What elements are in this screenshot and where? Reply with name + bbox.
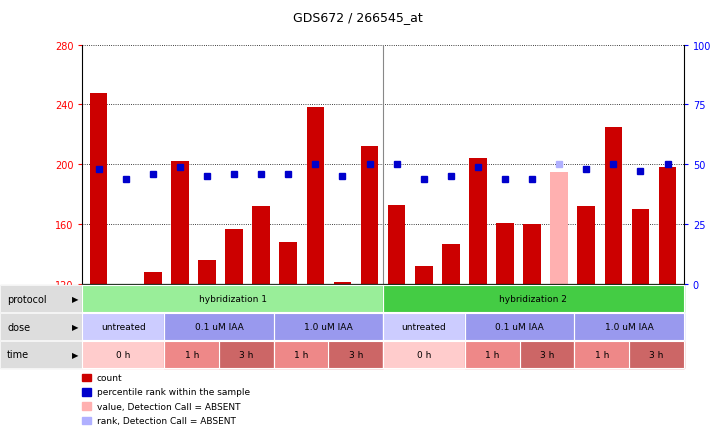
Text: untreated: untreated: [402, 322, 447, 331]
Text: hybridization 2: hybridization 2: [500, 295, 567, 303]
Text: value, Detection Call = ABSENT: value, Detection Call = ABSENT: [97, 402, 240, 411]
Text: 0.1 uM IAA: 0.1 uM IAA: [195, 322, 243, 331]
Text: 0 h: 0 h: [417, 350, 431, 359]
Text: protocol: protocol: [7, 294, 47, 304]
Bar: [198, 260, 216, 284]
Text: hybridization 1: hybridization 1: [199, 295, 266, 303]
Text: dose: dose: [7, 322, 30, 332]
Bar: [144, 273, 162, 284]
Text: 0 h: 0 h: [116, 350, 130, 359]
Text: count: count: [97, 373, 122, 382]
Bar: [226, 229, 243, 284]
Bar: [279, 243, 297, 284]
Text: 1 h: 1 h: [485, 350, 500, 359]
Text: 3 h: 3 h: [239, 350, 253, 359]
Text: ▶: ▶: [72, 350, 79, 359]
Bar: [604, 128, 622, 284]
Bar: [632, 210, 649, 284]
Text: 1 h: 1 h: [594, 350, 609, 359]
Bar: [469, 159, 487, 284]
Bar: [334, 283, 352, 284]
Bar: [496, 223, 514, 284]
Bar: [659, 168, 677, 284]
Text: 1.0 uM IAA: 1.0 uM IAA: [304, 322, 353, 331]
Text: 1.0 uM IAA: 1.0 uM IAA: [605, 322, 654, 331]
Text: 1 h: 1 h: [185, 350, 199, 359]
Bar: [415, 266, 432, 284]
Bar: [577, 207, 595, 284]
Bar: [171, 162, 189, 284]
Bar: [90, 93, 107, 284]
Text: percentile rank within the sample: percentile rank within the sample: [97, 388, 250, 396]
Bar: [523, 225, 541, 284]
Text: ▶: ▶: [72, 322, 79, 331]
Text: rank, Detection Call = ABSENT: rank, Detection Call = ABSENT: [97, 416, 236, 425]
Bar: [442, 244, 460, 284]
Text: 3 h: 3 h: [349, 350, 363, 359]
Text: time: time: [7, 350, 29, 359]
Bar: [551, 172, 568, 284]
Bar: [306, 108, 324, 284]
Bar: [361, 147, 378, 284]
Bar: [252, 207, 270, 284]
Text: untreated: untreated: [101, 322, 146, 331]
Text: 3 h: 3 h: [649, 350, 664, 359]
Text: GDS672 / 266545_at: GDS672 / 266545_at: [293, 11, 423, 24]
Bar: [388, 205, 405, 284]
Text: 3 h: 3 h: [540, 350, 554, 359]
Text: 1 h: 1 h: [294, 350, 308, 359]
Text: 0.1 uM IAA: 0.1 uM IAA: [495, 322, 544, 331]
Text: ▶: ▶: [72, 295, 79, 303]
